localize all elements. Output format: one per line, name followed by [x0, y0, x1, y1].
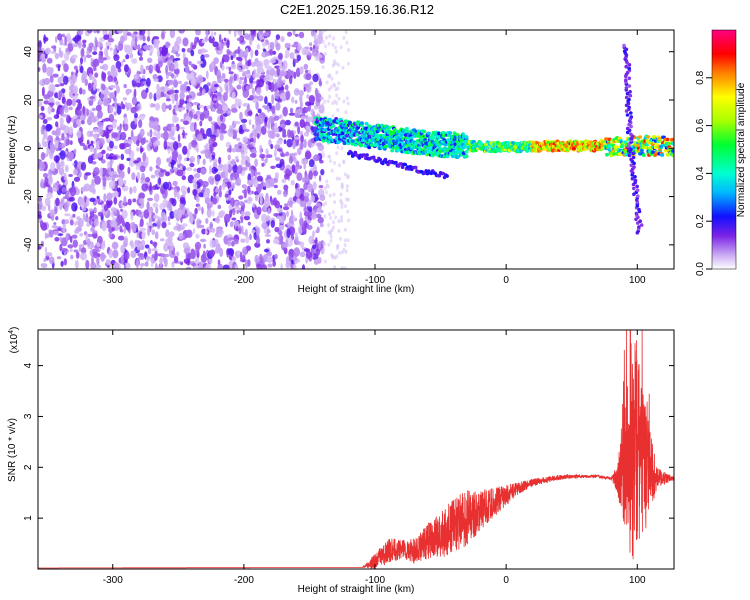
- snr-x-axis: -300 -200 -100 0 100: [103, 330, 646, 586]
- colorbar-tick-label: 0.2: [695, 214, 706, 228]
- spectrogram-x-tick-label: -100: [365, 275, 385, 286]
- snr-x-label: Height of straight line (km): [298, 584, 415, 595]
- snr-y-tick-label: 1: [23, 515, 34, 521]
- snr-y-label: SNR (10 * v/v): [7, 418, 18, 482]
- snr-y-tick-label: 2: [23, 464, 34, 470]
- snr-scale-label: (x104): [8, 327, 20, 354]
- spectrogram-image: [38, 30, 674, 269]
- colorbar-tick-label: 0.8: [695, 70, 706, 84]
- spectrogram-y-label: Frequency (Hz): [7, 116, 18, 185]
- spectrogram-y-tick-label: -20: [23, 189, 34, 204]
- snr-line-layer: [38, 330, 674, 569]
- spectrogram-x-tick-label: 0: [503, 275, 509, 286]
- spectrogram-y-axis: -40 -20 0 20 40: [23, 46, 674, 252]
- colorbar-tick-label: 0.0: [695, 262, 706, 276]
- snr-x-tick-label: -200: [234, 575, 254, 586]
- snr-y-tick-label: 4: [23, 362, 34, 368]
- colorbar-label: Normalized spectral amplitude: [736, 82, 747, 217]
- colorbar-ticks: 0.0 0.2 0.4 0.6 0.8: [695, 70, 712, 276]
- snr-y-axis: 1 2 3 4: [23, 362, 674, 521]
- spectrogram-y-tick-label: -40: [23, 237, 34, 252]
- spectrogram-x-label: Height of straight line (km): [298, 284, 415, 295]
- snr-series-line: [38, 330, 674, 569]
- snr-y-tick-label: 3: [23, 413, 34, 419]
- spectrogram-x-tick-label: 100: [629, 275, 646, 286]
- colorbar-tick-label: 0.4: [695, 166, 706, 180]
- colorbar: 0.0 0.2 0.4 0.6 0.8 Normalized spectral ampl…: [695, 29, 747, 276]
- colorbar-scale: [711, 29, 737, 270]
- spectrogram-x-axis: -300 -200 -100 0 100: [103, 30, 646, 286]
- snr-x-tick-label: -100: [365, 575, 385, 586]
- spectrogram-x-tick-label: -200: [234, 275, 254, 286]
- snr-panel: -300 -200 -100 0 100 1 2 3 4 Height of straight…: [7, 327, 675, 595]
- snr-x-tick-label: -300: [103, 575, 123, 586]
- chart-title: C2E1.2025.159.16.36.R12: [280, 2, 434, 17]
- spectrogram-y-tick-label: 0: [23, 145, 34, 151]
- spectrogram-x-tick-label: -300: [103, 275, 123, 286]
- colorbar-tick-label: 0.6: [695, 118, 706, 132]
- snr-background: [38, 330, 674, 569]
- snr-x-tick-label: 0: [503, 575, 509, 586]
- spectrogram-frame: [37, 29, 675, 270]
- snr-x-tick-label: 100: [629, 575, 646, 586]
- snr-frame: [37, 329, 675, 570]
- spectrogram-y-tick-label: 40: [23, 46, 34, 58]
- spectrogram-y-tick-label: 20: [23, 94, 34, 106]
